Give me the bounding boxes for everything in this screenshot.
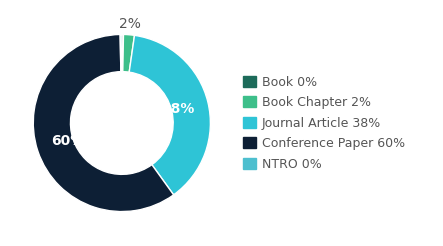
Wedge shape	[33, 34, 174, 212]
Text: 38%: 38%	[161, 102, 194, 116]
Wedge shape	[122, 34, 124, 72]
Text: 60%: 60%	[51, 134, 84, 148]
Wedge shape	[120, 34, 122, 72]
Wedge shape	[123, 34, 135, 72]
Wedge shape	[129, 35, 210, 195]
Legend: Book 0%, Book Chapter 2%, Journal Article 38%, Conference Paper 60%, NTRO 0%: Book 0%, Book Chapter 2%, Journal Articl…	[243, 76, 405, 170]
Text: 2%: 2%	[119, 17, 141, 31]
